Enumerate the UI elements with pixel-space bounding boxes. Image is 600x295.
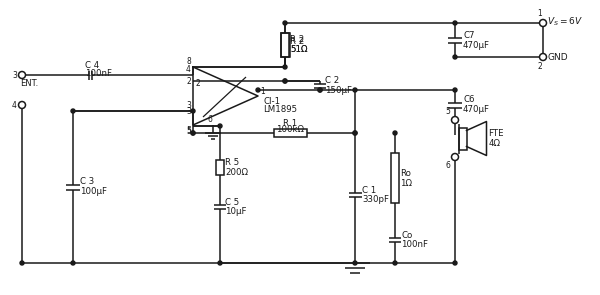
Text: FTE: FTE [488,129,504,138]
Text: C 3: C 3 [80,178,94,186]
Circle shape [19,71,25,78]
Bar [458,127,467,150]
Circle shape [191,131,195,135]
Text: 6: 6 [445,160,450,170]
Text: R 2: R 2 [290,35,304,45]
Circle shape [318,88,322,92]
Text: GND: GND [547,53,568,61]
Bar [216,160,224,175]
Circle shape [453,21,457,25]
Text: C6: C6 [463,96,475,104]
Text: R 5: R 5 [225,158,239,167]
Text: 470μF: 470μF [463,106,490,114]
Text: C 2: C 2 [325,76,339,85]
Bar [281,33,290,57]
Text: 1: 1 [260,88,265,96]
Circle shape [453,88,457,92]
Bar [391,153,399,203]
Text: 330pF: 330pF [362,195,389,204]
Text: 3: 3 [12,71,17,79]
Circle shape [256,88,260,92]
Bar [274,129,307,137]
Text: 100μF: 100μF [80,188,107,196]
Text: R 2: R 2 [290,37,304,47]
Bar [281,33,289,57]
Circle shape [353,88,357,92]
Text: C 1: C 1 [362,186,376,195]
Circle shape [353,131,357,135]
Circle shape [218,261,222,265]
Circle shape [191,131,195,135]
Text: 8: 8 [186,57,191,66]
Circle shape [283,79,287,83]
Text: 2: 2 [537,62,542,71]
Text: R 1: R 1 [283,119,297,127]
Text: 51Ω: 51Ω [290,45,308,55]
Circle shape [353,261,357,265]
Text: 10μF: 10μF [225,207,247,216]
Text: C7: C7 [463,30,475,40]
Circle shape [283,21,287,25]
Circle shape [218,124,222,128]
Text: 470μF: 470μF [463,40,490,50]
Text: 1Ω: 1Ω [400,178,412,188]
Text: 4: 4 [12,101,17,109]
Text: C 4: C 4 [85,61,99,71]
Text: 100kΩ: 100kΩ [276,125,304,135]
Text: 5: 5 [445,107,450,117]
Text: 4: 4 [186,65,191,74]
Text: 150μF: 150μF [325,86,352,95]
Circle shape [318,88,322,92]
Text: 100nF: 100nF [401,240,428,249]
Text: 51Ω: 51Ω [290,45,308,55]
Text: 2: 2 [196,79,201,88]
Circle shape [539,19,547,27]
Circle shape [452,117,458,124]
Circle shape [20,261,24,265]
Circle shape [71,261,75,265]
Text: LM1895: LM1895 [263,106,297,114]
Circle shape [393,261,397,265]
Text: CI-1: CI-1 [263,96,280,106]
Circle shape [283,65,287,69]
Text: 3: 3 [186,101,191,110]
Circle shape [283,79,287,83]
Text: 100nF: 100nF [85,68,112,78]
Circle shape [453,55,457,59]
Text: 200Ω: 200Ω [225,168,248,177]
Circle shape [191,109,195,113]
Circle shape [393,131,397,135]
Circle shape [539,53,547,60]
Circle shape [19,101,25,109]
Text: $V_S=6V$: $V_S=6V$ [547,16,583,28]
Circle shape [452,153,458,160]
Text: ENT.: ENT. [20,79,38,88]
Text: 6: 6 [207,114,212,124]
Circle shape [353,131,357,135]
Text: 1: 1 [537,9,542,18]
Text: 5: 5 [186,126,191,135]
Text: C 5: C 5 [225,198,239,207]
Text: 4Ω: 4Ω [488,139,500,148]
Text: 5: 5 [186,127,191,136]
Text: 3: 3 [186,106,191,116]
Circle shape [71,109,75,113]
Text: 2: 2 [186,76,191,86]
Text: Co: Co [401,231,412,240]
Text: Ro: Ro [400,170,411,178]
Circle shape [453,261,457,265]
